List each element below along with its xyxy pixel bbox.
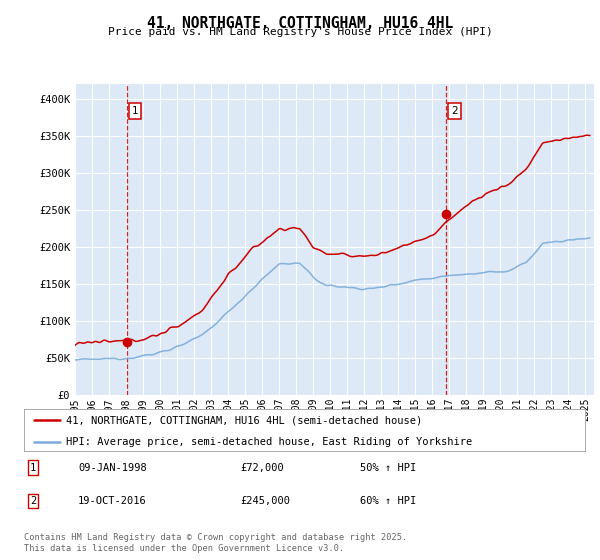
- Text: 1: 1: [30, 463, 36, 473]
- Text: 09-JAN-1998: 09-JAN-1998: [78, 463, 147, 473]
- Text: 2: 2: [451, 106, 458, 116]
- Text: Price paid vs. HM Land Registry's House Price Index (HPI): Price paid vs. HM Land Registry's House …: [107, 27, 493, 37]
- Text: HPI: Average price, semi-detached house, East Riding of Yorkshire: HPI: Average price, semi-detached house,…: [66, 437, 472, 446]
- Text: 1: 1: [132, 106, 139, 116]
- Text: Contains HM Land Registry data © Crown copyright and database right 2025.
This d: Contains HM Land Registry data © Crown c…: [24, 533, 407, 553]
- Text: £72,000: £72,000: [240, 463, 284, 473]
- Text: 41, NORTHGATE, COTTINGHAM, HU16 4HL: 41, NORTHGATE, COTTINGHAM, HU16 4HL: [147, 16, 453, 31]
- Text: £245,000: £245,000: [240, 496, 290, 506]
- Text: 2: 2: [30, 496, 36, 506]
- Text: 50% ↑ HPI: 50% ↑ HPI: [360, 463, 416, 473]
- Text: 60% ↑ HPI: 60% ↑ HPI: [360, 496, 416, 506]
- Text: 19-OCT-2016: 19-OCT-2016: [78, 496, 147, 506]
- Text: 41, NORTHGATE, COTTINGHAM, HU16 4HL (semi-detached house): 41, NORTHGATE, COTTINGHAM, HU16 4HL (sem…: [66, 415, 422, 425]
